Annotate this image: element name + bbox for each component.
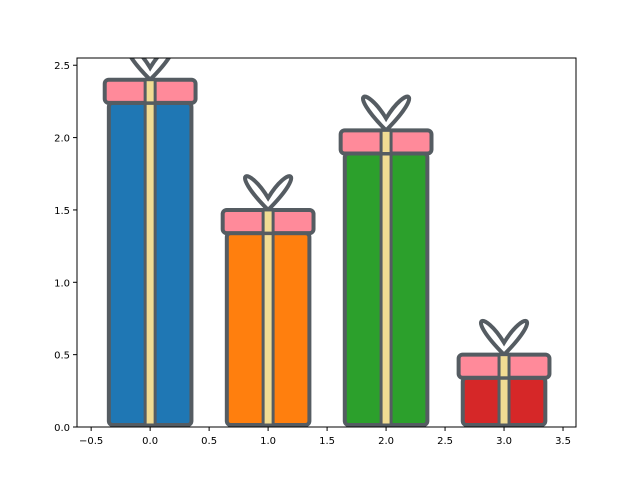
ribbon bbox=[497, 376, 511, 427]
x-tick-label: 2.5 bbox=[437, 436, 453, 447]
y-tick-label: 1.5 bbox=[54, 206, 70, 217]
ribbon-lid bbox=[261, 208, 275, 235]
ribbon-lid bbox=[379, 128, 393, 156]
ribbon bbox=[261, 231, 275, 427]
x-tick-label: 3.5 bbox=[555, 436, 571, 447]
x-tick-label: 0.0 bbox=[142, 436, 158, 447]
x-tick-label: 3.0 bbox=[496, 436, 512, 447]
gift-bar bbox=[338, 94, 434, 427]
plot-area bbox=[102, 58, 552, 427]
ribbon bbox=[143, 101, 157, 427]
y-tick-label: 1.0 bbox=[54, 278, 70, 289]
x-tick-label: 1.0 bbox=[260, 436, 276, 447]
x-tick-label: 0.5 bbox=[201, 436, 217, 447]
y-tick-label: 0.0 bbox=[54, 423, 70, 434]
gift-bar bbox=[220, 174, 316, 427]
y-tick-label: 2.0 bbox=[54, 134, 70, 145]
x-tick-label: −0.5 bbox=[79, 436, 103, 447]
x-tick-label: 2.0 bbox=[378, 436, 394, 447]
gift-bar bbox=[456, 318, 552, 427]
ribbon-lid bbox=[497, 353, 511, 380]
gift-bar bbox=[102, 58, 198, 427]
y-tick-label: 2.5 bbox=[54, 61, 70, 72]
axes-frame bbox=[76, 57, 577, 428]
ribbon-lid bbox=[143, 78, 157, 105]
ribbon bbox=[379, 152, 393, 427]
y-tick-label: 0.5 bbox=[54, 351, 70, 362]
x-tick-label: 1.5 bbox=[319, 436, 335, 447]
